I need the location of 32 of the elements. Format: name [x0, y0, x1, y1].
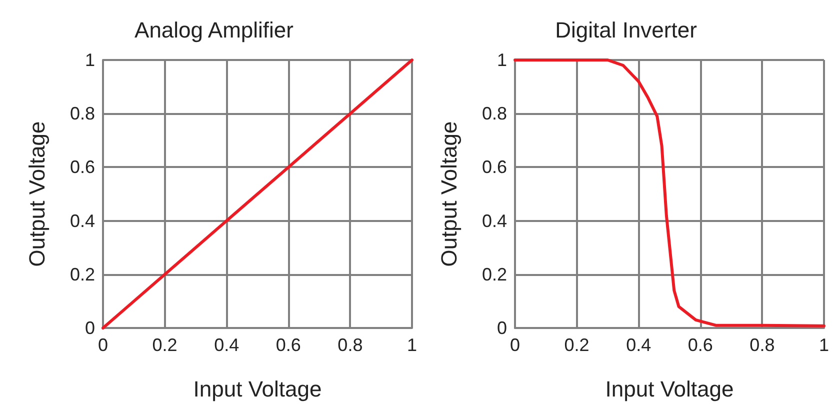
x-tick-label: 0 — [98, 335, 108, 355]
y-tick-label: 0.2 — [70, 264, 95, 284]
line-series — [102, 58, 414, 330]
y-tick-label: 0.6 — [482, 157, 507, 178]
x-tick-label: 0.6 — [688, 335, 713, 355]
x-tick-label: 0.4 — [214, 335, 240, 355]
chart-title: Digital Inverter — [555, 18, 697, 42]
y-tick-label: 0 — [84, 318, 95, 338]
line-series — [514, 58, 826, 328]
x-tick-label: 1 — [818, 335, 829, 355]
y-tick-label: 0.6 — [70, 157, 95, 178]
y-tick-label: 0.4 — [482, 210, 507, 231]
x-axis-title: Input Voltage — [605, 376, 734, 402]
x-axis-title: Input Voltage — [193, 376, 322, 402]
y-tick-label: 0.2 — [482, 264, 507, 284]
y-axis-title: Output Voltage — [436, 121, 462, 267]
y-tick-label: 0.8 — [70, 104, 95, 124]
y-tick-label: 0.8 — [482, 104, 507, 124]
x-tick-label: 0.4 — [626, 335, 652, 355]
x-tick-label: 0.6 — [276, 335, 301, 355]
x-tick-label: 0 — [510, 335, 520, 355]
x-tick-label: 0.8 — [338, 335, 363, 355]
y-tick-label: 1 — [84, 50, 95, 70]
chart-title: Analog Amplifier — [134, 18, 294, 42]
y-tick-label: 0 — [496, 318, 507, 338]
y-tick-label: 1 — [496, 50, 507, 70]
x-tick-label: 0.2 — [564, 335, 590, 355]
y-axis-title: Output Voltage — [24, 121, 50, 267]
y-tick-label: 0.4 — [70, 210, 95, 231]
x-tick-label: 0.8 — [750, 335, 775, 355]
x-tick-label: 1 — [406, 335, 417, 355]
x-tick-label: 0.2 — [152, 335, 178, 355]
